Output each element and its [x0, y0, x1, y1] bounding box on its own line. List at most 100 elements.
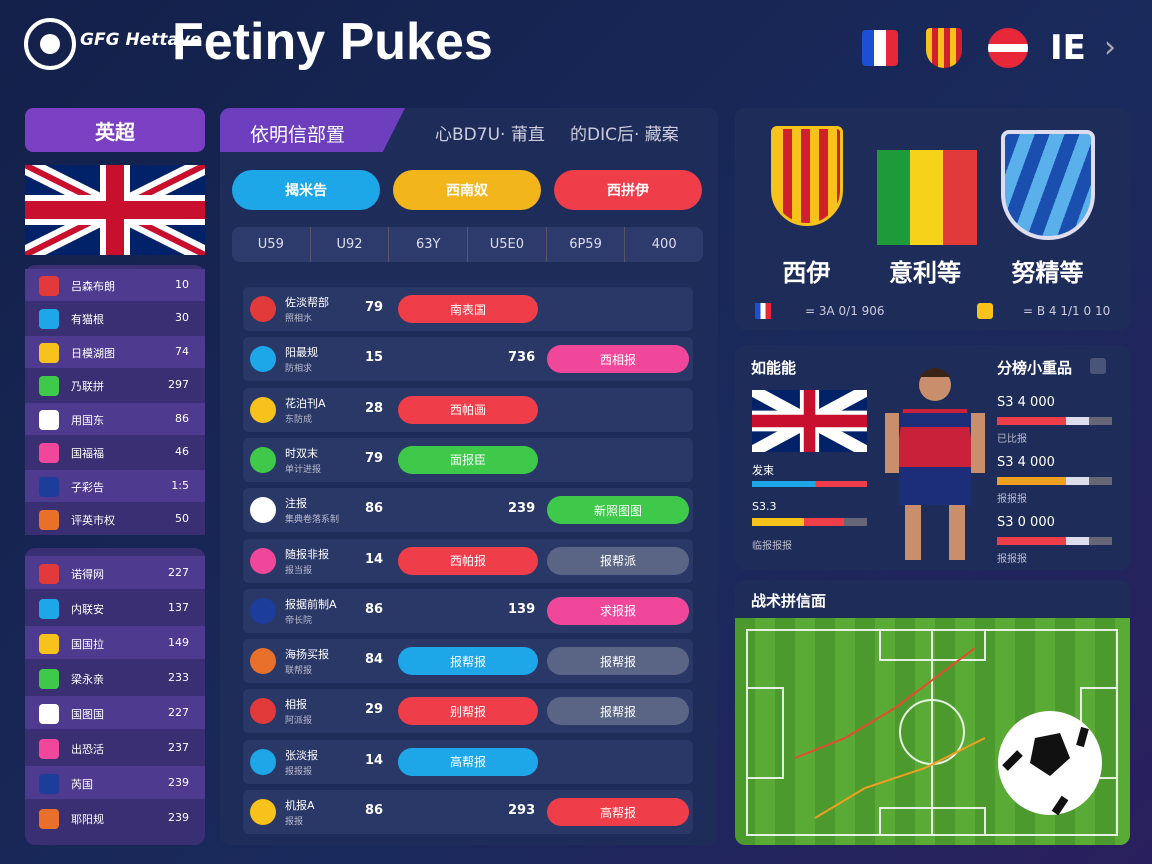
- team-row[interactable]: 梁永亲 233: [25, 661, 205, 694]
- team-name: 国图国: [71, 707, 104, 721]
- team-name: 张淡报: [285, 748, 318, 762]
- result-pill[interactable]: 面报臣: [398, 445, 538, 474]
- flag-fr[interactable]: [862, 30, 898, 66]
- stat: U92: [309, 227, 389, 262]
- match-row[interactable]: 机报A 报报 86 293 高帮报: [243, 790, 693, 834]
- team-sub: 阿派报: [285, 716, 313, 727]
- score: 139: [508, 601, 536, 617]
- match-row[interactable]: 张淡报 报报报 14 高帮报: [243, 739, 693, 784]
- arrow[interactable]: ›: [1104, 30, 1116, 65]
- tab[interactable]: 依明信部置: [220, 108, 405, 152]
- team-row[interactable]: 用国东 86: [25, 403, 205, 435]
- score: 86: [365, 601, 384, 617]
- team-badge: [250, 648, 276, 675]
- result-pill[interactable]: 高帮报: [398, 747, 538, 776]
- pill-label: 南表国: [449, 302, 486, 317]
- team-row[interactable]: 出恐活 237: [25, 731, 205, 764]
- match-row[interactable]: 佐淡帮部 照相水 79 南表国: [243, 287, 693, 331]
- team-value: 149: [168, 635, 189, 649]
- result-pill[interactable]: 报帮报: [547, 647, 689, 676]
- team-name: 梁永亲: [71, 672, 104, 686]
- team-sub: 集典卷落系制: [285, 515, 340, 526]
- match-row[interactable]: 相报 阿派报 29 别帮报 报帮报: [243, 689, 693, 734]
- match-row[interactable]: 时双末 单计进报 79 面报臣: [243, 437, 693, 482]
- stat: U59: [257, 237, 284, 252]
- team-name: 机报A: [285, 799, 315, 812]
- team-row[interactable]: 国福福 46: [25, 436, 205, 468]
- match-row[interactable]: 花泊刊A 东防成 28 西帕画: [243, 387, 693, 432]
- result-pill[interactable]: 西相报: [547, 345, 689, 374]
- team-badge: [39, 376, 59, 397]
- team-name: 国福福: [71, 447, 104, 461]
- toggle[interactable]: [1090, 358, 1106, 374]
- tab[interactable]: 心BD7U· 莆直: [435, 125, 545, 145]
- result-pill[interactable]: 高帮报: [547, 798, 689, 826]
- team-row[interactable]: 诺得网 227: [25, 556, 205, 589]
- label: S3.3: [752, 500, 777, 513]
- flag-es[interactable]: [926, 28, 962, 68]
- stat-bar: [997, 417, 1112, 425]
- team-value: 137: [168, 600, 189, 614]
- logo: [24, 18, 76, 70]
- result-pill[interactable]: 新照图图: [547, 496, 689, 525]
- team-name: 评英市权: [71, 514, 115, 528]
- result-pill[interactable]: 报帮报: [547, 697, 689, 726]
- pill-label: 面报臣: [449, 453, 486, 468]
- team-row[interactable]: 内联安 137: [25, 591, 205, 624]
- team-row[interactable]: 有猫根 30: [25, 302, 205, 334]
- filter-button[interactable]: 西拼伊: [554, 170, 702, 210]
- language[interactable]: IE: [1050, 28, 1086, 68]
- label: 发束: [752, 464, 774, 477]
- filter-button[interactable]: 揭米告: [232, 170, 380, 210]
- result-pill[interactable]: 别帮报: [398, 697, 538, 726]
- team-name: 时双末: [285, 446, 318, 460]
- league-tab[interactable]: 英超: [25, 108, 205, 152]
- team-row[interactable]: 吕森布朗 10: [25, 269, 205, 301]
- team-value: 30: [175, 311, 189, 325]
- team-row[interactable]: 国图国 227: [25, 696, 205, 729]
- match-row[interactable]: 海扬买报 联帮报 84 报帮报 报帮报: [243, 639, 693, 684]
- match-row[interactable]: 注报 集典卷落系制 86 239 新照图图: [243, 488, 693, 533]
- team-name: 乃联拼: [71, 380, 104, 394]
- team-name: 阳最规: [285, 346, 318, 360]
- tab[interactable]: 的DIC后· 藏案: [570, 125, 679, 145]
- match-row[interactable]: 随报非报 报当报 14 西帕报 报帮派: [243, 538, 693, 583]
- filter-button[interactable]: 西南奴: [393, 170, 541, 210]
- team-row[interactable]: 国国拉 149: [25, 626, 205, 659]
- result-pill[interactable]: 西帕报: [398, 546, 538, 575]
- team-sub: 帝长院: [285, 615, 313, 626]
- team-value: 10: [175, 277, 189, 291]
- pill-label: 高帮报: [599, 805, 636, 820]
- team-value: 237: [168, 740, 189, 754]
- result-pill[interactable]: 报帮派: [547, 546, 689, 575]
- team-badge: [250, 296, 276, 322]
- team-value: 46: [175, 445, 189, 459]
- team-row[interactable]: 子彩告 1:5: [25, 470, 205, 502]
- result-pill[interactable]: 求报报: [547, 596, 689, 625]
- team-row[interactable]: 乃联拼 297: [25, 369, 205, 401]
- flag-at[interactable]: [988, 28, 1028, 68]
- team-badge: [39, 275, 59, 296]
- team-row[interactable]: 耶阳规 239: [25, 801, 205, 834]
- team-row[interactable]: 日模湖图 74: [25, 336, 205, 368]
- stat: 6P59: [545, 227, 625, 262]
- team-badge: [39, 510, 59, 531]
- match-panel: 依明信部置 心BD7U· 莆直 的DIC后· 藏案 U59 U92 63Y U5E0 6…: [220, 108, 718, 845]
- team-name: 日模湖图: [71, 346, 115, 360]
- match-row[interactable]: 阳最规 防相求 15 736 西相报: [243, 337, 693, 382]
- score: 84: [365, 652, 384, 668]
- team-value: 74: [175, 344, 189, 358]
- team-row[interactable]: 芮国 239: [25, 766, 205, 799]
- score: 15: [365, 350, 384, 366]
- result-pill[interactable]: 报帮报: [398, 647, 538, 676]
- team-value: 239: [168, 775, 189, 789]
- stats-bar: U59 U92 63Y U5E0 6P59 400: [232, 227, 703, 262]
- match-row[interactable]: 报据前制A 帝长院 86 139 求报报: [243, 588, 693, 633]
- result-pill[interactable]: 西帕画: [398, 395, 538, 424]
- teams-panel: 西伊 意利等 努精等 = 3A 0/1 906 = B 4 1/1 0 10: [735, 108, 1130, 330]
- team-badge: [39, 668, 59, 689]
- result-pill[interactable]: 南表国: [398, 295, 538, 323]
- team-name: 西伊: [782, 259, 831, 287]
- score: 239: [508, 501, 536, 517]
- team-row[interactable]: 评英市权 50: [25, 503, 205, 535]
